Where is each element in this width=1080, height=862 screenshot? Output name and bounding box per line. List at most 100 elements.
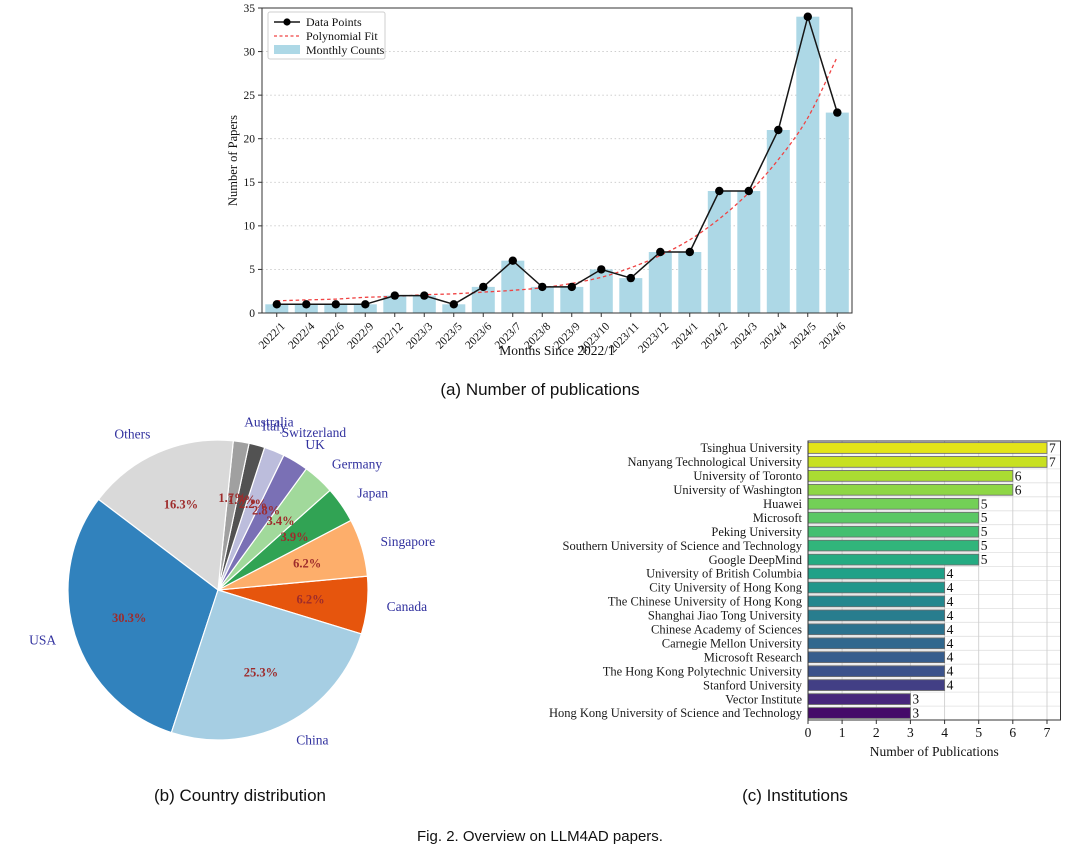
legend-marker-sample — [283, 18, 291, 26]
bar — [807, 456, 1048, 468]
bar — [807, 567, 946, 580]
x-tick-label: 2024/2 — [699, 320, 730, 351]
data-point — [774, 125, 783, 135]
pie-pct-label: 25.3% — [244, 666, 278, 680]
x-tick-label: 2 — [873, 725, 880, 740]
bar — [471, 286, 495, 313]
institution-name: University of British Columbia — [646, 567, 802, 581]
y-tick-label: 30 — [244, 46, 256, 58]
bar — [501, 260, 525, 313]
bar-value-label: 4 — [947, 580, 954, 595]
pie-pct-label: 3.4% — [266, 514, 294, 528]
data-point — [567, 282, 576, 292]
bar-value-label: 6 — [1015, 482, 1022, 497]
bar — [648, 252, 672, 313]
bar-value-label: 4 — [947, 622, 954, 637]
data-point — [479, 282, 488, 292]
pie-slice-label: Germany — [332, 456, 382, 471]
institution-name: Nanyang Technological University — [627, 455, 802, 469]
bar — [530, 286, 554, 313]
data-point — [715, 186, 724, 196]
bar — [807, 483, 1014, 496]
y-tick-label: 20 — [244, 134, 256, 146]
bar-value-label: 4 — [947, 636, 954, 651]
pie-slice-label: USA — [29, 633, 56, 648]
plot-frame — [807, 440, 1062, 721]
institution-labels: Tsinghua University 7 Nanyang Technologica… — [549, 441, 1056, 721]
data-point — [449, 300, 458, 309]
pie-slice-label: Others — [114, 427, 150, 442]
bar — [324, 304, 348, 313]
data-point — [597, 265, 606, 274]
institution-name: Google DeepMind — [709, 553, 803, 567]
bar-value-label: 3 — [912, 706, 919, 721]
bar — [807, 665, 946, 678]
bar — [707, 191, 731, 313]
x-tick-label: 2024/1 — [670, 320, 701, 351]
x-axis-ticks: 0 1 2 3 4 5 6 7 — [805, 720, 1051, 740]
bar-value-label: 4 — [947, 608, 954, 623]
x-tick-label: 3 — [907, 725, 914, 740]
bar — [807, 511, 980, 524]
institution-name: University of Washington — [673, 483, 802, 497]
y-tick-label: 10 — [244, 221, 256, 233]
bar-value-label: 5 — [981, 510, 988, 525]
x-tick-label: 2023/12 — [636, 320, 671, 355]
bar-value-label: 4 — [947, 678, 954, 693]
bar — [265, 304, 289, 313]
bar-value-label: 5 — [981, 552, 988, 567]
bar — [825, 112, 849, 313]
bar — [807, 525, 980, 538]
x-tick-label: 2022/12 — [371, 320, 406, 355]
bar-value-label: 5 — [981, 524, 988, 539]
y-tick-label: 0 — [249, 308, 255, 320]
data-point — [656, 247, 665, 257]
x-tick-label: 5 — [975, 725, 982, 740]
bar — [383, 295, 407, 313]
institution-name: Peking University — [711, 525, 802, 539]
data-point — [538, 282, 547, 292]
bar-value-label: 4 — [947, 566, 954, 581]
institution-name: Microsoft — [753, 511, 803, 525]
data-point — [508, 256, 517, 265]
bar-value-label: 7 — [1049, 441, 1056, 456]
x-tick-label: 7 — [1044, 725, 1051, 740]
gridlines — [807, 440, 1061, 721]
pie-pct-label: 30.3% — [112, 611, 146, 625]
bar-value-label: 5 — [981, 496, 988, 511]
bar — [560, 286, 584, 313]
bar — [796, 16, 820, 313]
data-point — [302, 300, 311, 309]
bar — [807, 553, 980, 566]
pie-slice-label: Japan — [357, 486, 388, 501]
bar — [807, 595, 946, 608]
institution-name: Huawei — [763, 497, 802, 511]
pie-slice-others — [97, 439, 234, 591]
bar — [678, 252, 702, 313]
bar — [807, 539, 980, 552]
y-tick-label: 5 — [249, 264, 255, 276]
x-tick-label: 2023/3 — [404, 320, 435, 351]
x-tick-label: 2022/4 — [286, 320, 317, 351]
monthly-count-bars — [265, 16, 849, 313]
institution-name: University of Toronto — [693, 469, 802, 483]
institution-name: Carnegie Mellon University — [662, 637, 803, 651]
data-point — [272, 300, 281, 309]
institution-bars — [807, 442, 1048, 719]
bar — [807, 442, 1048, 454]
x-axis-title: Months Since 2022/1 — [499, 343, 615, 358]
caption-b: (b) Country distribution — [154, 786, 326, 805]
pie-pct-label: 6.2% — [296, 593, 324, 607]
pie-slice-usa — [67, 498, 219, 734]
x-tick-label: 0 — [805, 725, 812, 740]
x-axis-title: Number of Publications — [870, 744, 999, 759]
x-tick-label: 2024/3 — [729, 320, 760, 351]
y-tick-label: 15 — [244, 177, 256, 189]
institution-name: The Chinese University of Hong Kong — [608, 595, 803, 609]
pie-slice-label: Australia — [244, 415, 294, 430]
data-point — [361, 300, 370, 309]
x-tick-label: 2024/6 — [817, 320, 848, 351]
pie-pct-label: 1.7% — [218, 491, 246, 505]
institution-name: Tsinghua University — [700, 441, 802, 455]
